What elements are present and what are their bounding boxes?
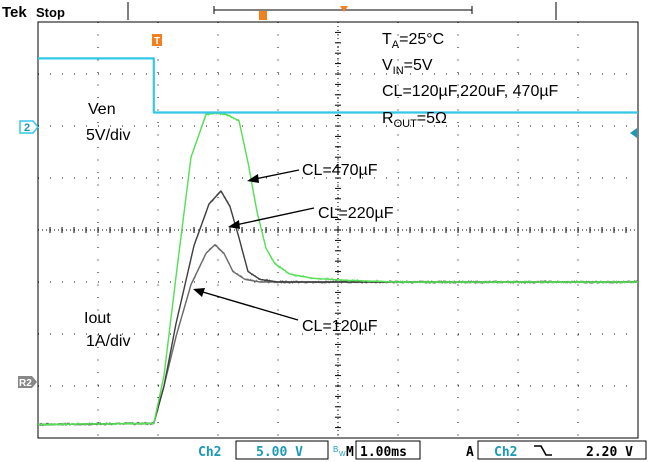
trace-noise-cl220 [37,190,639,427]
trace-ven [38,57,638,114]
svg-text:CL=470µF: CL=470µF [302,162,378,179]
trace-noise-cl470 [37,111,639,427]
bandwidth-limit-icon: B W [333,445,346,458]
ven-label: Ven [88,101,116,118]
trigger-marker-icon: T [152,34,162,47]
waveform-traces [37,57,639,427]
timebase-prefix: M [346,445,354,460]
record-trigger-icon [259,11,267,20]
trigger-source: Ch2 [494,445,517,460]
trigger-position-icon [340,6,348,12]
svg-text:TA=25°C: TA=25°C [382,31,444,51]
footer-channel: Ch2 [198,445,221,460]
acquisition-status: Stop [36,5,65,20]
trigger-level: 2.20 V [586,445,633,460]
svg-text:ROUT=5Ω: ROUT=5Ω [382,110,447,130]
rout-label: R [382,110,394,127]
svg-text:CL=220µF: CL=220µF [318,205,394,222]
footer-bar: Ch2 5.00 V B W M 1.00ms A Ch2 2.20 V [198,440,647,460]
iout-label: Iout [84,310,111,327]
svg-text:CL=120µF: CL=120µF [302,318,378,335]
volts-per-div: 5.00 V [256,445,303,460]
svg-text:W: W [339,451,346,458]
reference-marker: R2 [18,376,37,389]
cl-values-label: CL=120µF,220uF, 470µF [382,83,559,100]
brand-label: Tek [2,4,27,21]
annotation-cl220: CL=220µF [228,205,394,229]
svg-text:T: T [154,36,160,47]
trigger-mode: A [466,445,474,460]
plot-frame [37,21,639,439]
channel2-marker: 2 [19,120,39,134]
svg-text:R2: R2 [19,378,32,389]
falling-edge-icon [534,445,552,456]
vin-label: V [382,57,393,74]
time-per-div: 1.00ms [360,445,407,460]
annotation-cl120: CL=120µF [193,288,378,335]
ven-scale-label: 5V/div [86,127,130,144]
trigger-level-icon [630,128,637,138]
svg-text:2: 2 [24,122,30,134]
svg-text:B: B [333,445,338,454]
ta-label: T [382,31,392,48]
test-conditions: TA=25°C VIN=5V CL=120µF,220uF, 470µF ROU… [382,31,559,130]
annotation-cl470: CL=470µF [247,162,378,183]
iout-scale-label: 1A/div [86,333,130,350]
svg-text:VIN=5V: VIN=5V [382,57,433,77]
